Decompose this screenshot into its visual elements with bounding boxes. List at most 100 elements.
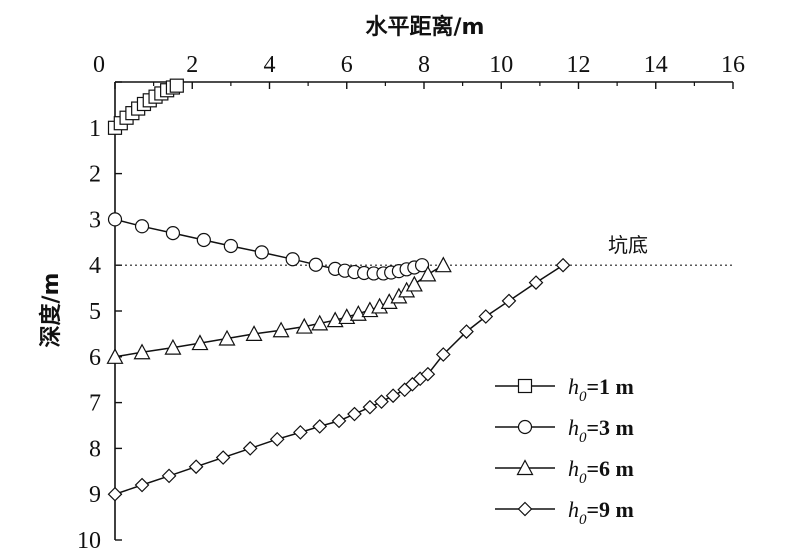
legend-label: h0=1 m <box>568 374 634 405</box>
data-point-square <box>169 78 184 93</box>
x-tick-label: 12 <box>567 52 591 78</box>
legend-marker-triangle <box>516 459 534 476</box>
data-point-diamond <box>528 275 544 290</box>
data-point-diamond <box>478 309 494 324</box>
data-point-triangle <box>405 275 423 292</box>
axes <box>114 81 734 541</box>
legend-label-sub: 0 <box>579 471 587 487</box>
series-layer <box>106 78 571 502</box>
data-point-triangle <box>164 338 182 355</box>
y-tick-label: 7 <box>89 391 101 417</box>
data-point-diamond <box>347 406 362 422</box>
legend-marker-square <box>517 378 533 394</box>
y-axis-label: 深度/m <box>38 273 64 348</box>
series-circle <box>107 212 430 281</box>
legend-label-value: =3 m <box>587 415 634 440</box>
legend-label-var: h <box>568 374 579 399</box>
legend-label: h0=3 m <box>568 415 634 446</box>
y-tick-label: 1 <box>89 116 101 142</box>
pit-bottom-label: 坑底 <box>608 233 648 257</box>
legend-label-var: h <box>568 497 579 522</box>
data-point-triangle <box>106 348 124 364</box>
data-point-triangle <box>311 314 329 331</box>
legend-label-sub: 0 <box>579 512 587 528</box>
data-point-circle <box>165 226 181 241</box>
data-point-diamond <box>420 366 436 382</box>
data-point-diamond <box>459 324 474 339</box>
data-point-circle <box>196 232 211 248</box>
data-point-circle <box>414 258 430 273</box>
data-point-diamond <box>215 450 231 465</box>
data-point-diamond <box>362 399 378 415</box>
data-point-circle <box>107 212 123 227</box>
data-point-diamond <box>134 477 150 493</box>
y-tick-labels: 1 2 3 4 5 6 7 8 9 10 <box>77 116 101 554</box>
y-tick-label: 3 <box>89 207 101 233</box>
series-line <box>114 264 564 495</box>
x-tick-label: 16 <box>721 52 745 78</box>
data-point-diamond <box>374 394 389 410</box>
series-diamond <box>107 257 571 502</box>
legend-item: h0=3 m <box>495 415 634 446</box>
y-tick-label: 6 <box>89 345 101 371</box>
data-point-triangle <box>338 308 356 325</box>
y-tick-label: 5 <box>89 299 101 325</box>
y-tick-label: 4 <box>89 253 101 279</box>
legend-label-var: h <box>568 415 579 440</box>
data-point-circle <box>308 257 323 272</box>
legend-marker-circle <box>517 419 533 435</box>
data-point-triangle <box>245 325 263 341</box>
legend-item: h0=1 m <box>495 374 634 405</box>
y-tick-label: 8 <box>89 436 101 462</box>
data-point-triangle <box>295 317 313 334</box>
data-point-diamond <box>331 413 347 429</box>
data-point-triangle <box>434 256 452 273</box>
data-point-triangle <box>272 321 290 338</box>
data-point-diamond <box>161 468 177 484</box>
x-tick-labels: 0 2 4 6 8 10 12 14 16 <box>93 52 745 78</box>
data-point-diamond <box>269 431 285 447</box>
data-point-diamond <box>501 293 517 309</box>
series-square <box>107 78 184 135</box>
data-point-diamond <box>385 388 401 404</box>
legend-label-sub: 0 <box>579 389 587 405</box>
data-point-circle <box>134 219 150 234</box>
data-point-diamond <box>188 459 204 475</box>
data-point-diamond <box>435 347 451 362</box>
y-tick-label: 9 <box>89 482 101 508</box>
legend-item: h0=9 m <box>495 497 634 528</box>
data-point-diamond <box>242 441 258 456</box>
y-tick-label: 2 <box>89 162 101 188</box>
legend-label: h0=9 m <box>568 497 634 528</box>
data-point-circle <box>254 245 269 260</box>
data-point-circle <box>223 238 238 254</box>
legend-item: h0=6 m <box>495 456 634 487</box>
x-tick-label: 6 <box>341 52 353 78</box>
data-point-triangle <box>419 265 437 282</box>
data-point-diamond <box>555 257 571 273</box>
data-point-triangle <box>133 343 151 360</box>
legend-label-value: =6 m <box>587 456 634 481</box>
data-point-triangle <box>191 334 209 351</box>
legend-marker-diamond <box>517 501 533 517</box>
x-axis-label: 水平距离/m <box>366 14 485 40</box>
data-point-circle <box>285 252 300 267</box>
y-tick-label: 10 <box>77 528 101 554</box>
data-point-diamond <box>312 419 328 434</box>
x-tick-label: 0 <box>93 52 105 78</box>
data-point-diamond <box>293 425 308 440</box>
x-tick-label: 8 <box>418 52 430 78</box>
legend-label-sub: 0 <box>579 430 587 446</box>
legend-label-value: =1 m <box>587 374 634 399</box>
x-tick-label: 4 <box>264 52 276 78</box>
data-point-triangle <box>326 311 344 328</box>
data-point-diamond <box>107 486 123 502</box>
data-point-triangle <box>218 329 236 346</box>
legend-label: h0=6 m <box>568 456 634 487</box>
x-tick-label: 10 <box>489 52 513 78</box>
x-tick-label: 2 <box>186 52 198 78</box>
legend-label-var: h <box>568 456 579 481</box>
legend-label-value: =9 m <box>587 497 634 522</box>
x-tick-label: 14 <box>644 52 668 78</box>
